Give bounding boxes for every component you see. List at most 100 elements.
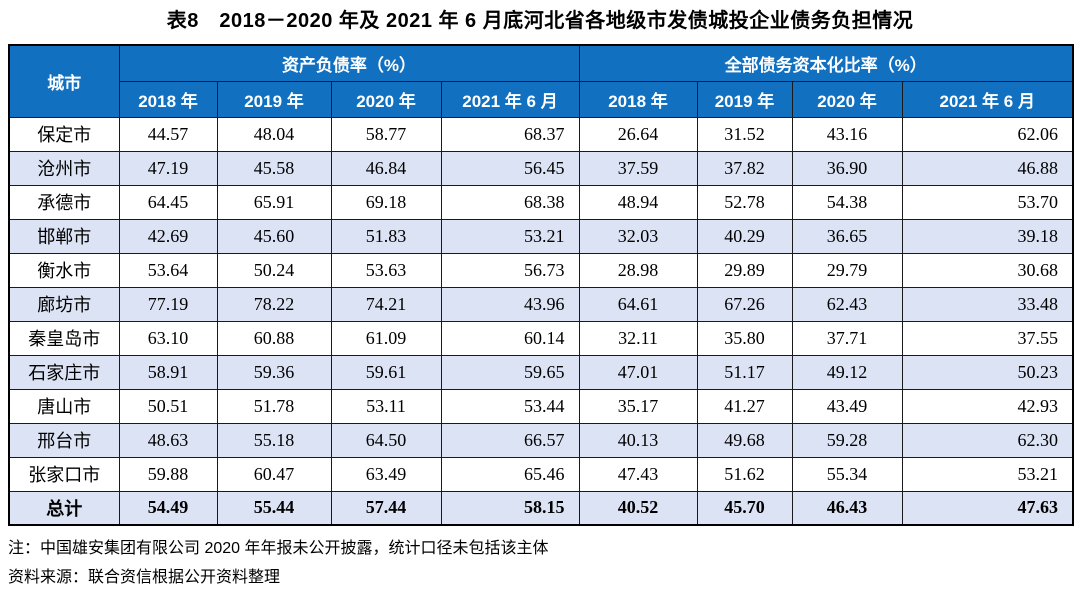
value-cell: 48.04 <box>216 116 332 152</box>
value-cell: 53.70 <box>901 184 1074 220</box>
value-cell: 48.63 <box>118 422 218 458</box>
value-cell: 42.69 <box>118 218 218 254</box>
group-header-debt-capitalization-ratio: 全部债务资本化比率（%） <box>578 44 1074 82</box>
value-cell: 40.29 <box>696 218 793 254</box>
city-cell: 承德市 <box>8 184 120 220</box>
table-row: 张家口市 59.88 60.47 63.49 65.46 47.43 51.62 55.34 5… <box>8 456 1074 492</box>
value-cell: 77.19 <box>118 286 218 322</box>
value-cell: 64.61 <box>578 286 698 322</box>
value-cell: 45.58 <box>216 150 332 186</box>
value-cell: 35.80 <box>696 320 793 356</box>
value-cell: 47.63 <box>901 490 1074 526</box>
table-row: 秦皇岛市 63.10 60.88 61.09 60.14 32.11 35.80 37.71 3… <box>8 320 1074 356</box>
value-cell: 47.01 <box>578 354 698 390</box>
city-cell: 秦皇岛市 <box>8 320 120 356</box>
value-cell: 63.10 <box>118 320 218 356</box>
value-cell: 62.06 <box>901 116 1074 152</box>
value-cell: 43.96 <box>440 286 580 322</box>
value-cell: 53.64 <box>118 252 218 288</box>
value-cell: 41.27 <box>696 388 793 424</box>
value-cell: 43.16 <box>791 116 903 152</box>
table-header: 城市 资产负债率（%） 全部债务资本化比率（%） 2018 年 2019 年 2… <box>8 44 1074 118</box>
year-header: 2019 年 <box>216 80 332 118</box>
value-cell: 63.49 <box>330 456 442 492</box>
year-header: 2018 年 <box>118 80 218 118</box>
year-header: 2018 年 <box>578 80 698 118</box>
value-cell: 64.50 <box>330 422 442 458</box>
group-header-row: 城市 资产负债率（%） 全部债务资本化比率（%） <box>8 44 1074 118</box>
value-cell: 53.63 <box>330 252 442 288</box>
value-cell: 30.68 <box>901 252 1074 288</box>
value-cell: 51.83 <box>330 218 442 254</box>
value-cell: 47.43 <box>578 456 698 492</box>
table-row: 唐山市 50.51 51.78 53.11 53.44 35.17 41.27 43.49 42… <box>8 388 1074 424</box>
value-cell: 35.17 <box>578 388 698 424</box>
source-note: 资料来源：联合资信根据公开资料整理 <box>8 569 281 586</box>
value-cell: 36.65 <box>791 218 903 254</box>
value-cell: 56.45 <box>440 150 580 186</box>
value-cell: 50.23 <box>901 354 1074 390</box>
value-cell: 68.38 <box>440 184 580 220</box>
value-cell: 60.88 <box>216 320 332 356</box>
value-cell: 49.12 <box>791 354 903 390</box>
value-cell: 62.43 <box>791 286 903 322</box>
city-cell: 张家口市 <box>8 456 120 492</box>
value-cell: 37.59 <box>578 150 698 186</box>
value-cell: 56.73 <box>440 252 580 288</box>
value-cell: 45.60 <box>216 218 332 254</box>
value-cell: 66.57 <box>440 422 580 458</box>
city-cell: 总计 <box>8 490 120 526</box>
value-cell: 64.45 <box>118 184 218 220</box>
table-footnotes: 注：中国雄安集团有限公司 2020 年年报未公开披露，统计口径未包括该主体 资料… <box>8 534 1072 592</box>
value-cell: 50.24 <box>216 252 332 288</box>
city-cell: 廊坊市 <box>8 286 120 322</box>
table-row: 廊坊市 77.19 78.22 74.21 43.96 64.61 67.26 62.43 33… <box>8 286 1074 322</box>
value-cell: 47.19 <box>118 150 218 186</box>
value-cell: 42.93 <box>901 388 1074 424</box>
city-cell: 保定市 <box>8 116 120 152</box>
value-cell: 32.03 <box>578 218 698 254</box>
value-cell: 37.82 <box>696 150 793 186</box>
city-cell: 衡水市 <box>8 252 120 288</box>
value-cell: 55.18 <box>216 422 332 458</box>
value-cell: 59.88 <box>118 456 218 492</box>
value-cell: 58.15 <box>440 490 580 526</box>
city-cell: 邯郸市 <box>8 218 120 254</box>
value-cell: 61.09 <box>330 320 442 356</box>
value-cell: 78.22 <box>216 286 332 322</box>
value-cell: 40.13 <box>578 422 698 458</box>
value-cell: 55.34 <box>791 456 903 492</box>
debt-burden-table: 城市 资产负债率（%） 全部债务资本化比率（%） 2018 年 2019 年 2… <box>8 44 1074 526</box>
value-cell: 26.64 <box>578 116 698 152</box>
city-cell: 邢台市 <box>8 422 120 458</box>
city-cell: 石家庄市 <box>8 354 120 390</box>
value-cell: 51.62 <box>696 456 793 492</box>
table-row: 衡水市 53.64 50.24 53.63 56.73 28.98 29.89 29.79 30… <box>8 252 1074 288</box>
year-header: 2020 年 <box>791 80 903 118</box>
value-cell: 69.18 <box>330 184 442 220</box>
value-cell: 59.65 <box>440 354 580 390</box>
table-body: 保定市 44.57 48.04 58.77 68.37 26.64 31.52 43.16 62… <box>8 116 1074 526</box>
value-cell: 52.78 <box>696 184 793 220</box>
value-cell: 67.26 <box>696 286 793 322</box>
table-row: 承德市 64.45 65.91 69.18 68.38 48.94 52.78 54.38 53… <box>8 184 1074 220</box>
value-cell: 48.94 <box>578 184 698 220</box>
table-row: 沧州市 47.19 45.58 46.84 56.45 37.59 37.82 36.90 46… <box>8 150 1074 186</box>
year-header-row: 2018 年 2019 年 2020 年 2021 年 6 月 2018 年 2… <box>9 80 1074 118</box>
value-cell: 37.71 <box>791 320 903 356</box>
value-cell: 29.89 <box>696 252 793 288</box>
value-cell: 46.88 <box>901 150 1074 186</box>
value-cell: 62.30 <box>901 422 1074 458</box>
table-row: 保定市 44.57 48.04 58.77 68.37 26.64 31.52 43.16 62… <box>8 116 1074 152</box>
table-row: 石家庄市 58.91 59.36 59.61 59.65 47.01 51.17 49.12 5… <box>8 354 1074 390</box>
value-cell: 55.44 <box>216 490 332 526</box>
value-cell: 60.47 <box>216 456 332 492</box>
value-cell: 58.77 <box>330 116 442 152</box>
year-header: 2021 年 6 月 <box>901 80 1074 118</box>
value-cell: 43.49 <box>791 388 903 424</box>
value-cell: 74.21 <box>330 286 442 322</box>
table-row-total: 总计 54.49 55.44 57.44 58.15 40.52 45.70 46.43 47.… <box>8 490 1074 526</box>
value-cell: 37.55 <box>901 320 1074 356</box>
value-cell: 50.51 <box>118 388 218 424</box>
